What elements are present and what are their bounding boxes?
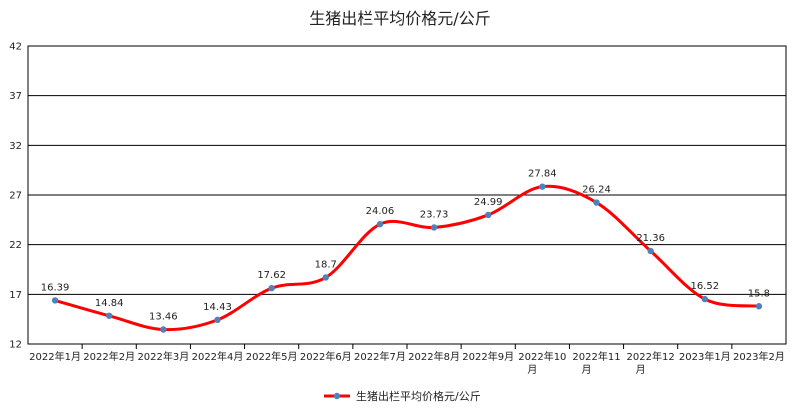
data-point <box>214 316 221 324</box>
legend-label: 生猪出栏平均价格元/公斤 <box>356 389 481 403</box>
data-point <box>430 224 438 231</box>
x-tick-label: 2022年5月 <box>246 350 298 363</box>
x-tick-label: 2022年9月 <box>462 350 514 363</box>
data-point <box>160 326 167 333</box>
x-tick-label: 2022年4月 <box>192 350 244 363</box>
data-label: 14.84 <box>95 298 124 309</box>
x-tick-label: 2022年11 月 <box>572 350 620 376</box>
data-point <box>485 211 492 219</box>
x-tick-label: 2022年7月 <box>354 350 406 363</box>
x-tick-label: 2022年3月 <box>137 350 189 363</box>
data-label: 16.52 <box>690 281 719 292</box>
data-label: 17.62 <box>257 270 286 281</box>
data-label: 23.73 <box>420 209 449 220</box>
data-point <box>376 221 384 228</box>
data-point <box>539 183 546 190</box>
y-tick-label: 42 <box>9 42 22 53</box>
y-tick-label: 12 <box>9 340 22 351</box>
y-tick-label: 37 <box>9 91 22 102</box>
data-label: 14.43 <box>203 302 232 313</box>
data-point <box>106 312 113 319</box>
data-label: 13.46 <box>149 311 178 322</box>
x-tick-label: 2023年2月 <box>733 350 785 363</box>
data-label: 27.84 <box>528 169 557 180</box>
data-point <box>593 199 600 206</box>
legend: 生猪出栏平均价格元/公斤 <box>324 389 481 403</box>
data-point <box>51 297 59 304</box>
legend-marker-swatch <box>333 392 341 400</box>
x-tick-label: 2022年1月 <box>29 350 81 363</box>
data-label: 24.06 <box>366 206 395 217</box>
data-point <box>322 274 329 281</box>
y-tick-label: 32 <box>9 141 22 152</box>
data-point <box>755 303 763 310</box>
chart-title: 生猪出栏平均价格元/公斤 <box>309 9 490 28</box>
plot-area <box>27 45 787 349</box>
x-tick-label: 2023年1月 <box>679 350 731 363</box>
x-tick-label: 2022年6月 <box>300 350 352 363</box>
data-point <box>647 247 654 255</box>
data-point <box>701 295 708 303</box>
data-label: 26.24 <box>582 185 611 196</box>
x-tick-label: 2022年8月 <box>408 350 460 363</box>
data-point <box>268 284 275 292</box>
y-tick-label: 17 <box>9 290 22 301</box>
x-tick-label: 2022年2月 <box>83 350 135 363</box>
y-tick-label: 22 <box>9 240 22 251</box>
data-label: 24.99 <box>474 197 503 208</box>
y-tick-label: 27 <box>9 191 22 202</box>
x-tick-label: 2022年12 月 <box>627 350 675 376</box>
data-label: 18.7 <box>315 259 337 270</box>
data-label: 21.36 <box>636 233 665 244</box>
x-tick-label: 2022年10 月 <box>518 350 566 376</box>
data-label: 16.39 <box>41 282 70 293</box>
data-label: 15.8 <box>748 288 770 299</box>
